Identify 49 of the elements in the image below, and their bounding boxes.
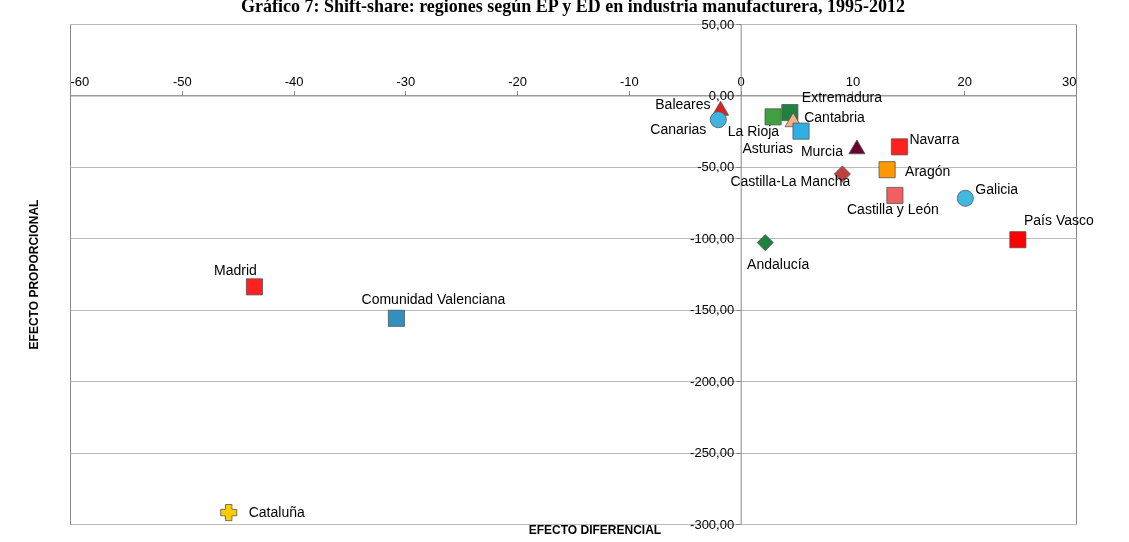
series-label: Castilla y León [847, 201, 939, 218]
x-tick-label: -10 [619, 73, 639, 89]
series-label: Comunidad Valenciana [361, 291, 506, 308]
x-tick-label: -40 [284, 73, 304, 89]
y-axis-title: EFECTO PROPORCIONAL [26, 199, 41, 350]
y-tick-label: -250,00 [690, 445, 735, 461]
point [220, 504, 238, 522]
series-label: Cataluña [248, 503, 305, 520]
series-label: Castilla-La Mancha [730, 173, 851, 189]
y-tick-label: -200,00 [690, 373, 735, 389]
x-tick-label: -30 [396, 73, 416, 89]
x-tick-label: -20 [508, 73, 528, 89]
x-tick-label: 10 [845, 73, 861, 89]
series-label: Andalucía [747, 255, 810, 272]
point [764, 108, 782, 126]
series-label: País Vasco [1023, 211, 1094, 228]
series-label: Asturias [742, 140, 794, 157]
point [792, 122, 810, 140]
point [890, 138, 908, 156]
x-tick-label: 30 [1062, 73, 1077, 89]
point [245, 278, 263, 296]
x-axis-title: EFECTO DIFERENCIAL [528, 522, 662, 537]
series-label: Murcia [800, 142, 844, 159]
x-tick-label: 20 [957, 73, 972, 89]
point [709, 111, 727, 129]
y-tick-label: -150,00 [690, 302, 735, 318]
point [387, 309, 405, 327]
x-tick-label: -50 [172, 73, 192, 89]
point [756, 234, 774, 252]
series-label: Extremadura [801, 88, 883, 105]
series-label: Cantabria [804, 108, 866, 125]
x-tick-label: 0 [737, 73, 745, 89]
y-tick-label: 50,00 [701, 16, 735, 32]
x-tick-label: -60 [70, 73, 90, 89]
point [848, 139, 866, 155]
series-label: Madrid [214, 261, 257, 278]
y-tick-label: -100,00 [690, 230, 735, 246]
series-label: La Rioja [727, 122, 780, 139]
point [878, 161, 896, 179]
y-tick-label: -50,00 [697, 159, 735, 175]
point [956, 189, 974, 207]
point [1009, 231, 1027, 249]
chart-title: Gráfico 7: Shift-share: regiones según EP y ED en industria manufacturera, 1995-2012 [241, 0, 905, 16]
series-label: Aragón [905, 162, 951, 179]
series-label: Navarra [909, 130, 960, 147]
series-label: Canarias [650, 120, 707, 137]
series-label: Galicia [975, 181, 1019, 198]
point [886, 186, 904, 204]
y-tick-label: -300,00 [690, 516, 735, 532]
